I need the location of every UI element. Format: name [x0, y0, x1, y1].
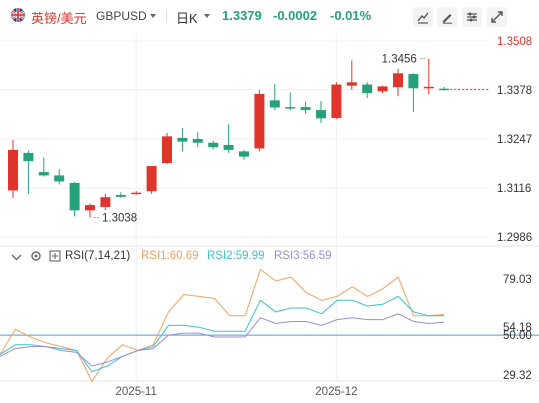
fullscreen-button[interactable] [487, 7, 507, 27]
candle-body [300, 107, 311, 111]
candle-body [223, 145, 234, 150]
price-tick-label: 1.3378 [497, 85, 532, 97]
price-tick-label: 1.3116 [497, 183, 531, 195]
candle-body [8, 149, 18, 191]
rsi-indicator-label[interactable]: RSI(7,14,21) [65, 250, 131, 262]
rsi3-value: RSI3:56.59 [274, 250, 332, 262]
collapse-icon[interactable] [11, 251, 22, 262]
candle-body [115, 194, 126, 197]
candle-body [131, 192, 142, 195]
rsi-panel: 79.03 54.18 29.32 50.00 [0, 268, 539, 383]
candle-body [100, 197, 111, 207]
candlestick-series [8, 58, 450, 218]
candle-body [162, 136, 172, 164]
candle-body [54, 175, 65, 182]
settings-icon [467, 12, 477, 22]
candle-body [423, 86, 434, 89]
gear-icon[interactable] [30, 250, 42, 262]
candle-body [408, 74, 419, 89]
price-axis: 1.3508 1.3378 1.3247 1.3116 1.2986 [497, 36, 532, 244]
candle-body [146, 166, 157, 192]
rsi2-value: RSI2:59.99 [207, 250, 265, 262]
price-change-percent: -0.01% [330, 8, 372, 23]
rsi-tick-label: 79.03 [503, 274, 532, 286]
candle-body [439, 88, 450, 91]
period-selector[interactable]: 日K [176, 11, 198, 26]
candle-body [69, 182, 80, 211]
grid-lines [0, 34, 539, 382]
rsi1-value: RSI1:60.69 [141, 250, 199, 262]
candle-body [192, 139, 203, 143]
candle-body [23, 152, 34, 162]
candle-body [377, 86, 388, 92]
rsi-tick-label: 54.18 [503, 322, 532, 334]
chart-header: 英镑/美元 GBPUSD 日K 1.3379 -0.0002 -0.01% [0, 0, 539, 32]
rsi-reference-label: 50.00 [503, 330, 532, 342]
fullscreen-icon [491, 11, 503, 23]
candle-body [38, 172, 49, 176]
candle-body [85, 205, 95, 211]
price-change: -0.0002 [273, 8, 318, 23]
price-tick-label: 1.3247 [497, 134, 532, 146]
candle-body [393, 73, 403, 88]
draw-line-icon [417, 12, 429, 24]
pair-code[interactable]: GBPUSD [96, 9, 147, 23]
high-price-label: 1.3456 [382, 54, 417, 66]
indicator-select-icon[interactable] [49, 250, 61, 262]
candle-body [208, 142, 219, 148]
rsi-info-bar: RSI(7,14,21) RSI1:60.69 RSI2:59.99 RSI3:… [0, 249, 539, 265]
date-tick-label: 2025-12 [315, 386, 357, 398]
candle-body [331, 84, 342, 118]
rsi2-line [0, 295, 445, 373]
pencil-icon [442, 14, 452, 24]
date-axis: 2025-11 2025-12 [116, 386, 358, 398]
candle-body [254, 93, 265, 149]
current-price: 1.3379 [222, 8, 262, 23]
indicator-settings-button[interactable] [462, 7, 482, 27]
rsi1-line [0, 268, 445, 383]
candle-body [285, 107, 296, 109]
candle-body [269, 100, 280, 108]
pencil-button[interactable] [437, 7, 457, 27]
draw-line-button[interactable] [413, 7, 433, 27]
chevron-down-icon[interactable] [204, 14, 210, 18]
divider [166, 9, 167, 23]
annotations: 1.3456 1.3038 [94, 54, 490, 224]
chevron-down-icon[interactable] [150, 14, 156, 18]
candle-body [316, 110, 326, 119]
candle-body [239, 151, 249, 157]
candle-body [346, 82, 357, 86]
candle-body [362, 84, 373, 94]
pair-chinese-name[interactable]: 英镑/美元 [31, 11, 87, 26]
price-tick-label: 1.2986 [497, 232, 532, 244]
uk-flag-icon [11, 8, 25, 22]
date-tick-label: 2025-11 [116, 386, 157, 398]
rsi3-line [0, 313, 445, 367]
price-tick-label: 1.3508 [497, 36, 532, 48]
candle-body [177, 137, 188, 142]
rsi-tick-label: 29.32 [503, 370, 532, 382]
low-price-label: 1.3038 [102, 212, 137, 224]
